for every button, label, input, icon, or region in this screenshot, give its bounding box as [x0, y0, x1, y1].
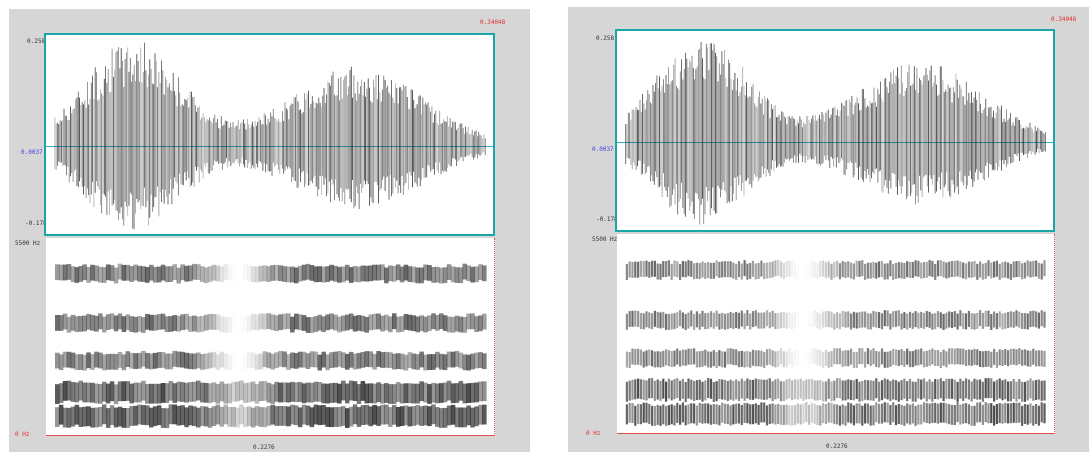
spectrogram-image — [55, 263, 487, 429]
amplitude-min-label: -0.1785 — [25, 220, 51, 227]
spectrogram-right-border — [1053, 234, 1055, 434]
spectrogram-view[interactable] — [46, 238, 495, 436]
waveform-view[interactable] — [44, 33, 495, 236]
waveform-trace — [46, 42, 493, 230]
frequency-min-label: 0 Hz — [15, 431, 30, 438]
amplitude-max-label: 0.258 — [27, 38, 46, 45]
time-cursor-label: 0.2276 — [826, 443, 848, 450]
spectrogram-view[interactable] — [617, 234, 1055, 434]
spectrogram-bottom-border — [617, 432, 1055, 434]
frequency-max-label: 5500 Hz — [15, 240, 41, 247]
frequency-max-label: 5500 Hz — [592, 236, 618, 243]
time-cursor-label: 0.2276 — [253, 444, 275, 451]
analysis-panel-right: 0.258 0.0037 -0.1785 0.34048 5500 Hz 0 H… — [568, 7, 1089, 452]
amplitude-zero-label: 0.0037 — [21, 149, 43, 156]
amplitude-zero-label: 0.0037 — [592, 146, 614, 153]
spectrogram-bottom-border — [46, 434, 495, 436]
analysis-panel-left: 0.258 0.0037 -0.1785 0.34048 5500 Hz 0 H… — [9, 9, 530, 452]
time-end-label: 0.34048 — [480, 19, 506, 26]
spectrogram-image — [625, 260, 1046, 426]
amplitude-min-label: -0.1785 — [596, 216, 622, 223]
waveform-trace — [617, 42, 1053, 225]
spectrogram-right-border — [493, 238, 495, 436]
time-end-label: 0.34048 — [1051, 16, 1077, 23]
waveform-view[interactable] — [615, 29, 1055, 232]
amplitude-max-label: 0.258 — [596, 35, 615, 42]
frequency-min-label: 0 Hz — [586, 430, 601, 437]
